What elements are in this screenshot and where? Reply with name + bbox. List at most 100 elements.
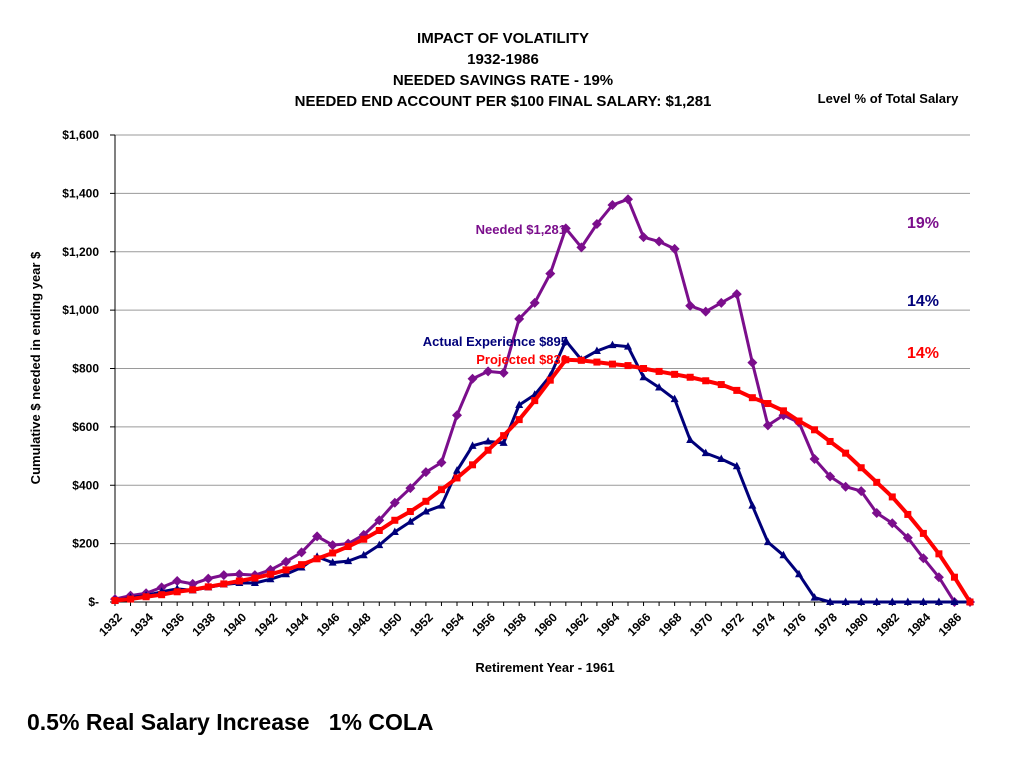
data-point — [733, 386, 741, 394]
data-point — [344, 543, 352, 551]
data-point — [328, 558, 337, 566]
data-point — [779, 407, 787, 415]
data-point — [795, 417, 803, 425]
data-point — [747, 357, 758, 368]
data-point — [902, 532, 913, 543]
series-line — [114, 357, 972, 604]
data-point — [841, 597, 850, 605]
level-labels: 19% 14% 14% — [907, 215, 939, 362]
level-legend-header: Level % of Total Salary — [818, 91, 959, 106]
data-point — [655, 367, 663, 375]
level-actual-label: 14% — [907, 293, 939, 310]
data-point — [375, 540, 384, 549]
data-point — [811, 426, 819, 434]
x-tick-label: 1960 — [531, 610, 560, 639]
data-point — [592, 346, 601, 354]
data-point — [608, 340, 617, 349]
x-tick-label: 1980 — [842, 610, 871, 639]
series-line — [114, 339, 970, 604]
data-point — [624, 342, 632, 350]
data-point — [717, 454, 726, 462]
data-point — [531, 397, 539, 405]
data-point — [639, 372, 648, 381]
data-point — [282, 566, 290, 574]
x-tick-label: 1986 — [936, 610, 965, 639]
data-point — [483, 366, 494, 377]
x-tick-label: 1950 — [376, 610, 405, 639]
data-point — [282, 569, 290, 578]
data-point — [872, 597, 881, 605]
data-point — [670, 394, 679, 403]
data-point — [453, 474, 461, 482]
data-point — [669, 243, 680, 254]
data-point — [810, 593, 819, 601]
data-point — [826, 597, 835, 605]
data-point — [702, 377, 710, 385]
y-tick-label: $1,600 — [62, 128, 99, 142]
x-tick-label: 1964 — [594, 610, 623, 639]
data-point — [919, 529, 927, 537]
y-tick-label: $1,200 — [62, 245, 99, 259]
x-tick-label: 1970 — [687, 610, 716, 639]
data-point — [484, 446, 492, 454]
data-point — [685, 300, 696, 311]
data-point — [437, 501, 446, 509]
data-point — [762, 420, 773, 431]
data-point — [654, 236, 665, 247]
data-point — [623, 194, 633, 205]
footer-note: 0.5% Real Salary Increase 1% COLA — [27, 709, 434, 735]
y-axis-title: Cumulative $ needed in ending year $ — [28, 251, 43, 484]
data-point — [593, 358, 601, 366]
data-point — [871, 507, 882, 518]
data-point — [903, 597, 912, 605]
x-tick-label: 1936 — [158, 610, 187, 639]
data-point — [172, 575, 183, 586]
x-tick-label: 1968 — [656, 610, 685, 639]
data-point — [857, 464, 865, 472]
data-point — [857, 597, 866, 605]
data-point — [826, 437, 834, 445]
data-point — [591, 219, 602, 230]
data-point — [484, 436, 493, 445]
series-line — [114, 197, 970, 604]
data-point — [250, 578, 259, 587]
data-point — [281, 556, 291, 567]
data-point — [700, 306, 711, 317]
data-point — [640, 365, 648, 372]
data-point — [298, 561, 306, 569]
data-point — [266, 574, 275, 583]
x-tick-label: 1966 — [625, 610, 654, 639]
data-point — [389, 497, 400, 508]
data-point — [732, 461, 741, 470]
data-point — [453, 466, 461, 474]
data-point — [529, 297, 540, 308]
x-tick-label: 1944 — [283, 610, 312, 639]
y-tick-label: $600 — [72, 420, 99, 434]
level-projected-label: 14% — [907, 345, 939, 362]
data-point — [686, 373, 694, 381]
data-point — [856, 486, 867, 497]
data-point — [638, 232, 649, 243]
data-point — [577, 356, 585, 364]
x-tick-label: 1982 — [873, 610, 902, 639]
chart-title-line: NEEDED END ACCOUNT PER $100 FINAL SALARY… — [295, 93, 712, 110]
data-point — [498, 367, 509, 378]
data-point — [111, 597, 119, 605]
data-point — [422, 497, 430, 505]
series-needed — [110, 194, 975, 607]
x-tick-label: 1958 — [500, 610, 529, 639]
data-point — [888, 493, 896, 501]
data-point — [608, 360, 616, 368]
actual-annotation: Actual Experience $895 — [423, 334, 568, 349]
data-point — [561, 336, 570, 344]
data-point — [312, 531, 323, 542]
x-tick-label: 1942 — [252, 610, 281, 639]
data-point — [420, 467, 431, 478]
data-point — [235, 577, 243, 585]
data-point — [514, 313, 525, 324]
x-tick-label: 1940 — [220, 610, 249, 639]
data-point — [359, 550, 368, 559]
data-point — [204, 583, 212, 591]
x-tick-label: 1946 — [314, 610, 343, 639]
